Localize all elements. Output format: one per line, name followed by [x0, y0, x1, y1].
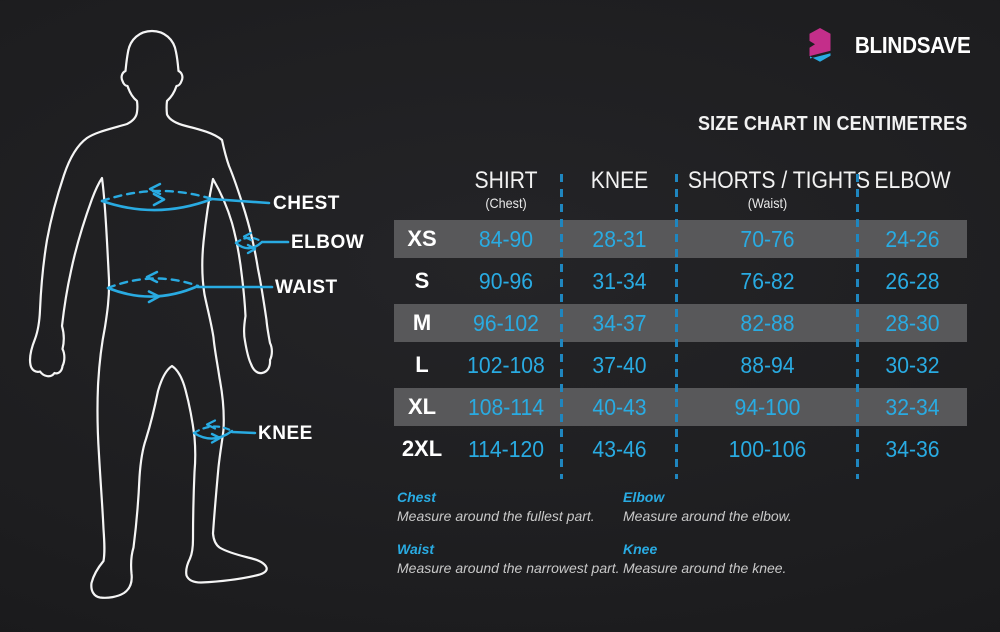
elbow-value: 32-34: [885, 394, 940, 420]
size-table: SHIRT (Chest) KNEE SHORTS / TIGHTS (Wais…: [394, 164, 967, 479]
header-shorts: SHORTS / TIGHTS (Waist): [677, 164, 871, 220]
waist-label: WAIST: [275, 277, 338, 298]
size-label: M: [412, 310, 432, 335]
shorts-value: 88-94: [740, 352, 795, 378]
header-size-spacer: [394, 164, 450, 220]
size-label: XL: [407, 394, 437, 419]
elbow-value: 28-30: [885, 310, 940, 336]
note-waist-desc: Measure around the narrowest part.: [397, 560, 620, 576]
logo-hexagon-bottom: [810, 53, 831, 62]
shirt-value: 90-96: [478, 268, 534, 294]
table-header-row: SHIRT (Chest) KNEE SHORTS / TIGHTS (Wais…: [394, 164, 967, 220]
shorts-value: 70-76: [740, 226, 795, 252]
body-measurement-diagram: [28, 29, 290, 599]
elbow-value: 26-28: [885, 268, 940, 294]
header-elbow-label: ELBOW: [874, 167, 951, 194]
elbow-value: 24-26: [885, 226, 940, 252]
header-shorts-sub: (Waist): [747, 195, 788, 211]
knee-value: 40-43: [592, 394, 647, 420]
note-chest-term: Chest: [397, 489, 436, 505]
elbow-value: 30-32: [885, 352, 940, 378]
note-knee-desc: Measure around the knee.: [623, 560, 787, 576]
header-shorts-label: SHORTS / TIGHTS: [687, 167, 871, 194]
elbow-label: ELBOW: [291, 232, 365, 253]
header-knee: KNEE: [562, 164, 677, 220]
note-elbow-desc: Measure around the elbow.: [623, 508, 792, 524]
logo-hexagon-top: [809, 28, 831, 57]
knee-value: 37-40: [592, 352, 647, 378]
note-knee-term: Knee: [623, 541, 658, 557]
note-waist: Waist Measure around the narrowest part.: [397, 541, 623, 576]
shorts-value: 82-88: [740, 310, 795, 336]
elbow-value: 34-36: [885, 436, 940, 462]
knee-value: 31-34: [592, 268, 647, 294]
table-row: M 96-102 34-37 82-88 28-30: [394, 304, 967, 342]
header-shirt-sub: (Chest): [485, 195, 527, 211]
header-shirt-label: SHIRT: [474, 167, 538, 194]
shirt-value: 108-114: [467, 394, 545, 420]
chest-measure-line: [100, 182, 271, 212]
size-table-rows: XS 84-90 28-31 70-76 24-26 S 90-96 31-34…: [394, 174, 967, 479]
table-row: XS 84-90 28-31 70-76 24-26: [394, 220, 967, 258]
size-label: S: [414, 268, 430, 293]
knee-label: KNEE: [258, 423, 313, 444]
shirt-value: 84-90: [478, 226, 534, 252]
knee-value: 43-46: [592, 436, 647, 462]
header-elbow: ELBOW: [858, 164, 967, 220]
knee-value: 34-37: [592, 310, 647, 336]
chest-label: CHEST: [273, 193, 340, 214]
size-label: L: [415, 352, 429, 377]
note-elbow: Elbow Measure around the elbow.: [623, 489, 957, 524]
blindsave-logo-text: BLINDSAVE: [854, 32, 970, 58]
table-row: S 90-96 31-34 76-82 26-28: [394, 262, 967, 300]
measurement-notes: Chest Measure around the fullest part. E…: [397, 489, 957, 576]
blindsave-logo-icon: [809, 28, 831, 62]
shirt-value: 96-102: [473, 310, 539, 336]
shirt-value: 102-108: [467, 352, 545, 378]
table-row: 2XL 114-120 43-46 100-106 34-36: [394, 430, 967, 468]
shorts-value: 94-100: [734, 394, 801, 420]
size-label: XS: [407, 226, 437, 251]
shirt-value: 114-120: [467, 436, 545, 462]
header-shirt: SHIRT (Chest): [450, 164, 562, 220]
shorts-value: 100-106: [728, 436, 807, 462]
note-elbow-term: Elbow: [623, 489, 665, 505]
note-chest: Chest Measure around the fullest part.: [397, 489, 623, 524]
knee-measure-line: [192, 419, 257, 444]
waist-measure-line: [106, 270, 274, 304]
note-waist-term: Waist: [397, 541, 435, 557]
table-row: XL 108-114 40-43 94-100 32-34: [394, 388, 967, 426]
body-outline: [28, 29, 273, 599]
header-knee-label: KNEE: [590, 167, 649, 194]
size-label: 2XL: [401, 436, 443, 461]
knee-value: 28-31: [592, 226, 647, 252]
shorts-value: 76-82: [740, 268, 795, 294]
elbow-measure-line: [234, 231, 290, 255]
note-chest-desc: Measure around the fullest part.: [397, 508, 595, 524]
page-title: SIZE CHART IN CENTIMETRES: [697, 113, 967, 135]
note-knee: Knee Measure around the knee.: [623, 541, 957, 576]
table-row: L 102-108 37-40 88-94 30-32: [394, 346, 967, 384]
